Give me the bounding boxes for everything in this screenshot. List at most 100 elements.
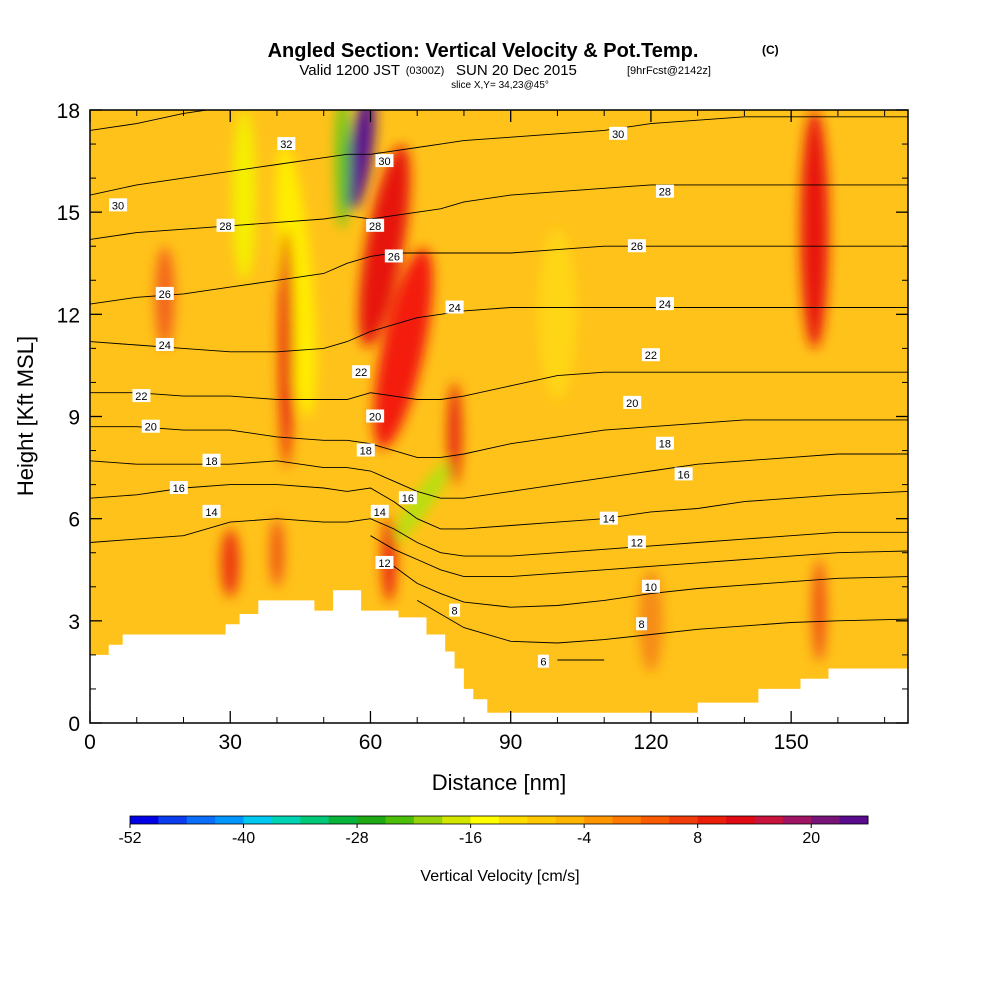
velocity-cell-1 [358,145,411,347]
contour-label: 22 [645,350,657,362]
contour-label: 18 [205,456,217,468]
contour-label: 24 [659,299,671,311]
velocity-cell-4 [232,110,256,281]
contour-label: 20 [369,412,381,424]
contour-label: 28 [659,187,671,199]
colorbar-swatch [300,816,330,824]
contour-label: 30 [112,200,124,212]
contour-label-bg [636,617,648,631]
colorbar-swatch [697,816,727,824]
theta-contour-26 [90,245,908,305]
contour-label: 22 [135,391,147,403]
colorbar-swatch [328,816,358,824]
y-tick-label: 3 [68,611,80,634]
contour-label: 26 [159,289,171,301]
velocity-cell-5 [335,110,350,230]
plot-area: 32 30 30 30 28 28 28 26 26 26 24 24 24 22 22 22 20 20 20 18… [90,110,908,723]
contour-label-bg [370,504,389,518]
colorbar-swatch [555,816,585,824]
contour-label-bg [384,249,403,263]
contour-label: 28 [369,221,381,233]
x-axis-label: Distance [nm] [432,770,567,795]
contour-label-bg [155,286,174,300]
colorbar-tick-label: -16 [459,830,482,847]
contour-labels: 32 30 30 30 28 28 28 26 26 26 24 24 24 22 22 22 20 20 20 18… [109,126,693,669]
contour-label-bg [445,300,464,314]
valid-zulu: (0300Z) [406,65,445,77]
y-tick-label: 0 [68,713,80,736]
contour-label-bg [655,436,674,450]
colorbar-swatch [782,816,812,824]
colorbar-swatch [357,816,386,824]
contour-label: 16 [402,493,414,505]
colorbar-tick-label: 8 [693,830,702,847]
x-tick-label: 0 [84,731,96,754]
contour-label: 6 [540,657,546,669]
velocity-cell-10 [220,528,240,597]
y-axis-label: Height [Kft MSL] [13,336,38,496]
velocity-field [155,110,829,672]
contour-label: 20 [626,398,638,410]
contour-label-bg [141,419,160,433]
contour-label-bg [641,348,660,362]
colorbar-swatch [413,816,443,824]
contour-label-bg [277,137,296,151]
velocity-cell-14 [639,569,663,672]
contour-label: 14 [603,514,615,526]
x-tick-label: 30 [219,731,242,754]
velocity-cell-0 [346,110,376,210]
y-tick-label: 6 [68,509,80,532]
colorbar-swatch [640,816,670,824]
contour-label: 30 [378,156,390,168]
contour-label-bg [623,395,642,409]
colorbar-tick-label: 20 [802,830,820,847]
contour-label-bg [609,126,628,140]
x-tick-label: 90 [499,731,522,754]
y-tick-label: 18 [57,100,80,123]
colorbar-swatch [584,816,614,824]
colorbar-tick-label: -4 [577,830,591,847]
colorbar-swatch [158,816,188,824]
colorbar-tick-label: -28 [346,830,369,847]
slice-info: slice X,Y= 34,23@45° [451,80,549,91]
velocity-cell-8 [800,110,829,349]
contour-label-bg [202,453,221,467]
contour-label: 16 [678,469,690,481]
contour-label: 18 [659,439,671,451]
potential-temperature-contours [90,110,908,661]
velocity-cell-9 [447,382,462,485]
velocity-background [90,110,908,723]
chart-title-unit: (C) [762,43,779,57]
contour-label-bg [674,467,693,481]
contour-label: 18 [360,446,372,458]
contour-label-bg [655,297,674,311]
theta-contour-30 [90,116,908,196]
contour-label-bg [398,491,417,505]
theta-contour-14 [90,518,908,557]
title-block: Angled Section: Vertical Velocity & Pot.… [268,40,779,91]
contour-label-bg [641,579,660,593]
y-tick-label: 15 [57,202,80,225]
contour-label: 12 [378,558,390,570]
theta-contour-12 [370,535,908,578]
colorbar-swatch [726,816,755,824]
valid-date: SUN 20 Dec 2015 [456,62,577,79]
contour-label-bg [537,654,549,668]
contour-label-bg [216,218,235,232]
contour-label: 16 [173,483,185,495]
contour-label-bg [366,218,385,232]
contour-label-bg [655,184,674,198]
colorbar-swatch [442,816,472,824]
colorbar-swatch [271,816,301,824]
contour-label-bg [366,409,385,423]
velocity-cell-12 [812,559,827,662]
colorbar-swatch [186,816,216,824]
colorbar-swatch [215,816,245,824]
contour-label-bg [352,365,371,379]
terrain [90,590,908,723]
contour-label-bg [155,337,174,351]
axes: 0 30 60 90 120 150 0 3 6 9 12 15 18 [57,100,908,754]
theta-contour-8 [416,600,908,644]
theta-contour-16 [90,484,908,530]
contour-label: 14 [374,507,386,519]
